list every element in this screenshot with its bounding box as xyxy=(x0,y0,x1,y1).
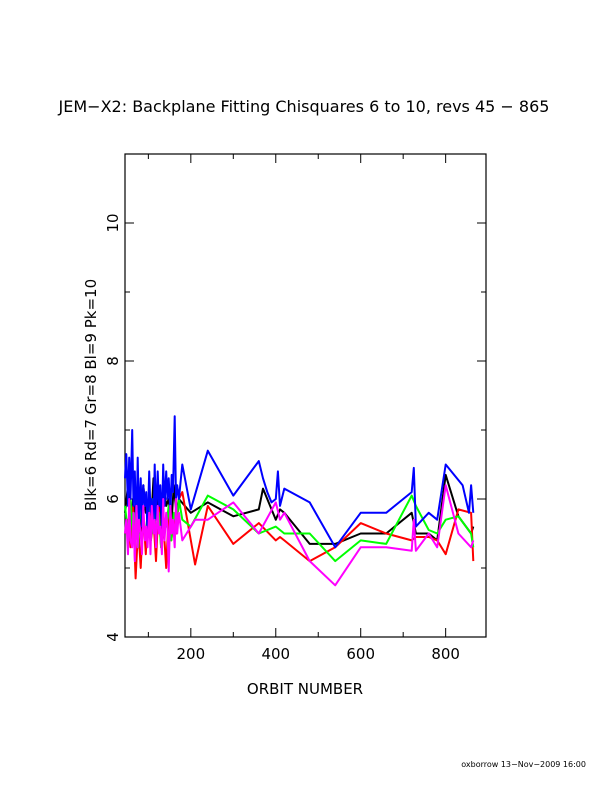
y-tick-label: 8 xyxy=(104,356,122,366)
y-tick-label: 10 xyxy=(104,213,122,232)
axis-ticks xyxy=(125,153,486,638)
y-tick-label: 6 xyxy=(104,494,122,504)
x-tick-label: 200 xyxy=(177,645,206,663)
y-tick-label: 4 xyxy=(104,632,122,642)
chart-title: JEM−X2: Backplane Fitting Chisquares 6 t… xyxy=(58,97,550,116)
plot-frame xyxy=(124,153,487,638)
footer-credit: oxborrow 13−Nov−2009 16:00 xyxy=(461,760,586,769)
x-tick-label: 800 xyxy=(431,645,460,663)
x-axis-label: ORBIT NUMBER xyxy=(247,680,363,698)
y-axis-label: Blk=6 Rd=7 Gr=8 Bl=9 Pk=10 xyxy=(82,279,100,511)
tick-labels: 200 400 600 800 4 6 8 10 xyxy=(104,213,460,663)
series-group xyxy=(124,415,475,587)
series-line-5 xyxy=(124,484,475,587)
x-tick-label: 600 xyxy=(346,645,375,663)
x-tick-label: 400 xyxy=(261,645,290,663)
